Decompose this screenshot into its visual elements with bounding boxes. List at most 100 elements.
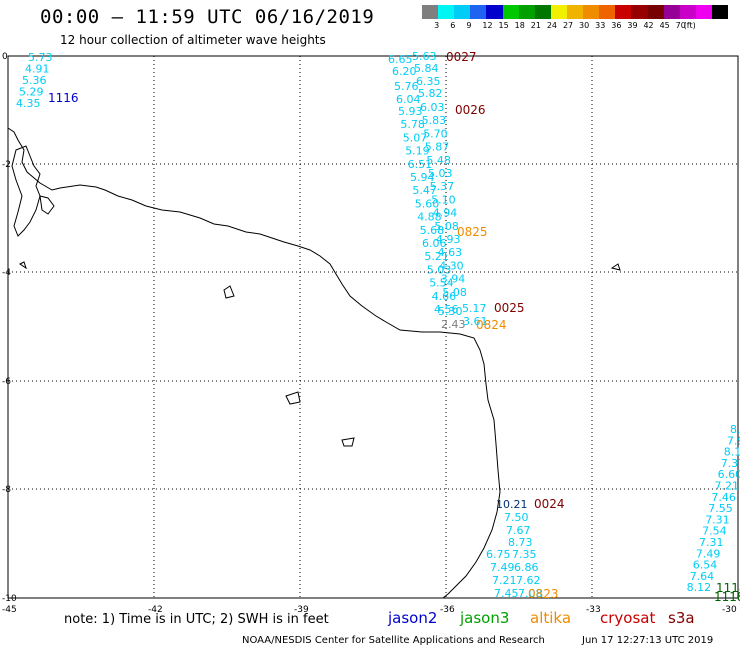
wave-height-value: 4.91 (25, 63, 50, 76)
pass-id-label: 0024 (534, 497, 565, 511)
wave-height-value: 2.43 (441, 318, 466, 331)
wave-height-value: 6.20 (392, 65, 417, 78)
color-swatch (663, 5, 680, 19)
wave-height-value: 7.35 (512, 548, 537, 561)
lat-tick-label: -8 (2, 485, 11, 495)
chart-title: 00:00 – 11:59 UTC 06/16/2019 (40, 6, 375, 28)
legend-note: note: 1) Time is in UTC; 2) SWH is in fe… (64, 612, 329, 627)
map-frame (7, 55, 739, 599)
color-swatch (550, 5, 567, 19)
color-swatch (647, 5, 664, 19)
credit-text: NOAA/NESDIS Center for Satellite Applica… (242, 635, 545, 646)
color-swatch (615, 5, 632, 19)
wave-height-value: 5.93 (398, 105, 423, 118)
color-swatch (438, 5, 455, 19)
pass-id-label: 0027 (446, 50, 477, 64)
wave-height-value: 6.51 (408, 158, 433, 171)
lat-tick-label: -6 (2, 377, 11, 387)
color-swatch (695, 5, 712, 19)
wave-height-value: 5.03 (428, 167, 453, 180)
color-swatch (566, 5, 584, 19)
wave-height-value: 5.48 (426, 154, 451, 167)
color-scale-tick: 12 (482, 21, 493, 30)
wave-height-value: 4.63 (438, 246, 463, 259)
satellite-legend-item: jason2 (388, 609, 438, 627)
wave-height-value: 5.94 (410, 171, 435, 184)
island-mexiana (39, 195, 55, 215)
wave-height-value: 5.36 (22, 74, 47, 87)
wave-height-labels: 5.734.915.365.294.35 1116 6.65 5.63 6.205.84… (16, 50, 740, 604)
wave-height-value: 3.94 (441, 273, 466, 286)
wave-height-value: 7.64 (690, 570, 715, 583)
wave-height-value: 7.55 (708, 502, 733, 515)
pass-id-label: 0825 (457, 225, 488, 239)
wave-height-value: 5.60 (415, 197, 440, 210)
wave-height-value: 6.75 (486, 548, 511, 561)
color-scale-tick: 3 (434, 21, 440, 30)
wave-height-value: 6.35 (416, 75, 441, 88)
lon-tick-label: -39 (294, 605, 309, 615)
color-swatch (470, 5, 487, 19)
color-swatch (711, 5, 729, 19)
wave-height-value: 7.54 (702, 525, 727, 538)
color-scale-tick: 45 (659, 21, 670, 30)
pass-id-label: 0025 (494, 301, 525, 315)
wave-height-value: 5.54 (429, 277, 454, 290)
wave-height-value: 5.08 (442, 286, 467, 299)
wave-height-value: 5.84 (414, 62, 439, 75)
wave-height-value: 5.08 (434, 220, 459, 233)
wave-height-value: 7.62 (516, 574, 541, 587)
lon-tick-label: -45 (2, 605, 17, 615)
satellite-legend-item: altika (530, 609, 572, 627)
wave-height-value: 5.03 (427, 263, 452, 276)
wave-height-value: 5.19 (405, 145, 430, 158)
wave-height-value: 10.21 (496, 498, 528, 511)
wave-height-value: 6.03 (420, 101, 445, 114)
wave-height-value: 5.68 (420, 224, 445, 237)
lon-tick-label: -33 (586, 605, 601, 615)
wave-height-value: 7.21 (492, 574, 517, 587)
wave-height-value: 5.37 (430, 180, 455, 193)
lat-tick-label: -4 (2, 268, 11, 278)
wave-height-value: 5.30 (438, 305, 463, 318)
color-scale-tick: 24 (546, 21, 558, 30)
wave-height-value: 6.06 (422, 237, 447, 250)
wave-height-value: 7.21 (715, 480, 740, 493)
wave-height-value: 5.29 (19, 86, 44, 99)
color-scale-tick: 6 (450, 21, 456, 30)
color-scale-tick: 39 (627, 21, 638, 30)
color-scale-tick: 42 (643, 21, 654, 30)
color-scale-tick: 70 (675, 21, 686, 30)
wave-height-value: 4.93 (436, 233, 461, 246)
color-scale-tick: 18 (514, 21, 525, 30)
wave-height-value: 6.60 (718, 468, 740, 481)
satellite-legend-item: jason3 (460, 609, 510, 627)
wave-height-value: 4.88 (417, 211, 442, 224)
wave-height-value: 7.31 (705, 513, 730, 526)
color-swatch (599, 5, 616, 19)
wave-height-value: 4.30 (439, 259, 464, 272)
map-grid (8, 56, 738, 598)
wave-height-value: 8.12 (687, 581, 712, 594)
color-swatch (422, 5, 439, 19)
lon-tick-label: -36 (440, 605, 455, 615)
color-scale-tick: 33 (595, 21, 606, 30)
wave-height-value: 5.47 (412, 184, 437, 197)
wave-height-value: 4.94 (433, 207, 458, 220)
color-scale-tick: 15 (498, 21, 509, 30)
pass-id-label: 1118 (714, 590, 740, 604)
wave-height-value: 5.21 (424, 250, 449, 263)
color-swatch (502, 5, 519, 19)
color-swatch (679, 5, 696, 19)
wave-height-value: 5.78 (400, 118, 425, 131)
color-swatch (631, 5, 648, 19)
wave-height-value: 5.76 (394, 80, 419, 93)
island-shape-2 (285, 391, 301, 405)
wave-height-value: 7.67 (506, 524, 531, 537)
wave-height-value: 3.61 (463, 315, 488, 328)
satellite-legend-item: s3a (668, 609, 695, 627)
color-swatch (534, 5, 551, 19)
color-scale-labels: 3 6 9 12 15 18 21 24 27 30 33 36 39 42 45 70 (ft) (422, 21, 740, 33)
lon-tick-label: -42 (148, 605, 163, 615)
